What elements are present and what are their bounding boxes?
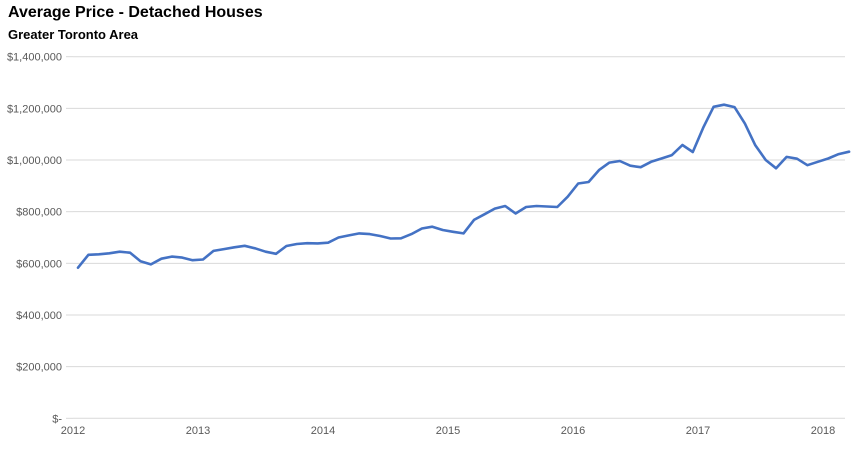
x-axis-tick-label: 2012	[61, 425, 85, 437]
chart-title: Average Price - Detached Houses	[8, 4, 263, 21]
x-axis-tick-label: 2017	[686, 425, 710, 437]
x-axis-tick-label: 2014	[311, 425, 335, 437]
x-axis-tick-label: 2016	[561, 425, 585, 437]
y-axis-tick-label: $400,000	[16, 310, 62, 322]
y-axis-tick-label: $1,400,000	[7, 52, 62, 64]
y-axis-tick-label: $200,000	[16, 362, 62, 374]
y-axis-tick-label: $600,000	[16, 258, 62, 270]
x-axis-tick-label: 2015	[436, 425, 460, 437]
x-axis-tick-label: 2018	[811, 425, 835, 437]
y-axis-tick-label: $1,200,000	[7, 103, 62, 115]
y-axis-tick-label: $800,000	[16, 207, 62, 219]
x-axis-tick-label: 2013	[186, 425, 210, 437]
price-line	[76, 103, 851, 270]
chart-subtitle: Greater Toronto Area	[8, 27, 139, 42]
y-axis-tick-label: $1,000,000	[7, 155, 62, 167]
y-axis-tick-label: $-	[52, 413, 62, 425]
